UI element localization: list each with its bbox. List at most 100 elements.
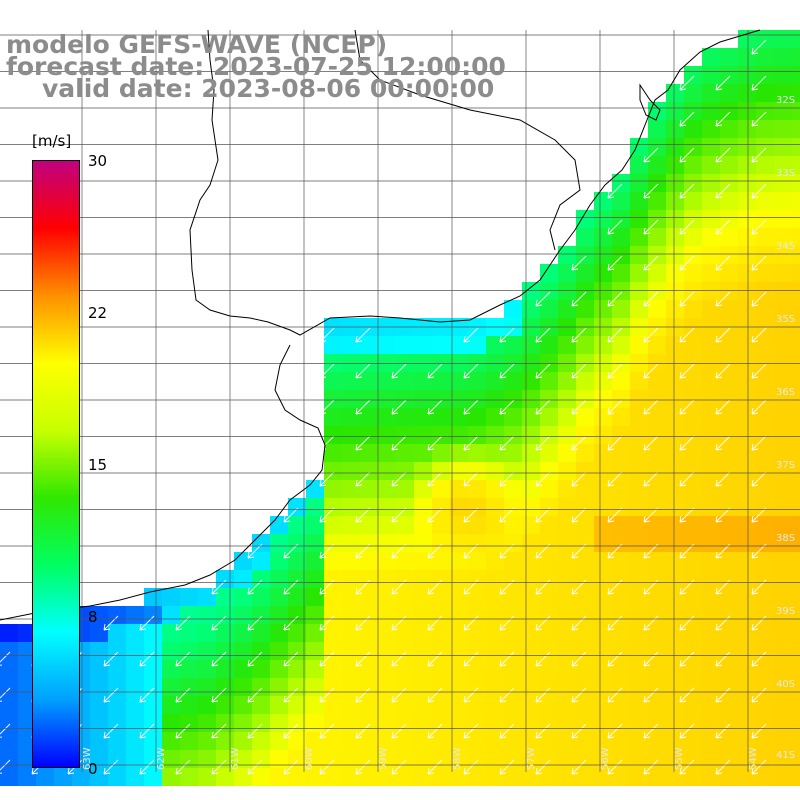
wind-speed-cell bbox=[792, 588, 800, 606]
wind-speed-cell bbox=[216, 750, 234, 768]
wind-speed-cell bbox=[738, 624, 756, 642]
wind-speed-cell bbox=[648, 336, 666, 354]
wind-speed-cell bbox=[720, 48, 738, 66]
wind-arrow bbox=[283, 651, 299, 667]
wind-speed-cell bbox=[540, 408, 558, 426]
wind-arrow bbox=[715, 255, 731, 271]
wind-speed-cell bbox=[738, 228, 756, 246]
wind-speed-cell bbox=[666, 534, 684, 552]
wind-speed-cell bbox=[450, 768, 468, 786]
wind-speed-cell bbox=[468, 462, 486, 480]
wind-arrow bbox=[355, 759, 371, 775]
wind-arrow bbox=[319, 399, 335, 415]
wind-speed-cell bbox=[648, 642, 666, 660]
wind-speed-cell bbox=[0, 624, 18, 642]
wind-speed-cell bbox=[522, 678, 540, 696]
wind-speed-cell bbox=[756, 480, 774, 498]
wind-speed-cell bbox=[738, 606, 756, 624]
wind-speed-cell bbox=[630, 516, 648, 534]
wind-speed-cell bbox=[576, 642, 594, 660]
wind-speed-cell bbox=[666, 588, 684, 606]
wind-speed-cell bbox=[342, 408, 360, 426]
wind-speed-cell bbox=[468, 408, 486, 426]
wind-speed-cell bbox=[738, 642, 756, 660]
wind-speed-cell bbox=[558, 480, 576, 498]
wind-speed-cell bbox=[774, 408, 792, 426]
wind-arrow bbox=[0, 651, 11, 666]
wind-arrow bbox=[535, 435, 551, 451]
wind-speed-cell bbox=[540, 444, 558, 462]
wind-speed-cell bbox=[126, 768, 144, 786]
wind-speed-cell bbox=[774, 534, 792, 552]
wind-speed-cell bbox=[414, 516, 432, 534]
wind-speed-cell bbox=[576, 408, 594, 426]
wind-speed-cell bbox=[126, 696, 144, 714]
wind-arrow bbox=[463, 327, 479, 343]
wind-speed-cell bbox=[738, 102, 756, 120]
wind-speed-cell bbox=[450, 480, 468, 498]
wind-speed-cell bbox=[126, 642, 144, 660]
wind-arrow bbox=[463, 615, 479, 631]
wind-speed-cell bbox=[540, 732, 558, 750]
wind-speed-cell bbox=[486, 714, 504, 732]
wind-speed-cell bbox=[18, 768, 36, 786]
wind-speed-cell bbox=[396, 372, 414, 390]
wind-speed-cell bbox=[342, 462, 360, 480]
wind-speed-cell bbox=[180, 732, 198, 750]
wind-speed-cell bbox=[396, 480, 414, 498]
wind-speed-cell bbox=[486, 678, 504, 696]
wind-speed-cell bbox=[756, 588, 774, 606]
wind-arrow bbox=[643, 327, 659, 343]
wind-speed-cell bbox=[720, 264, 738, 282]
wind-speed-cell bbox=[756, 678, 774, 696]
wind-arrow bbox=[715, 615, 731, 631]
wind-speed-cell bbox=[702, 516, 720, 534]
wind-arrow bbox=[319, 651, 335, 667]
wind-speed-cell bbox=[612, 534, 630, 552]
wind-arrow bbox=[679, 399, 695, 415]
wind-speed-cell bbox=[702, 120, 720, 138]
wind-arrow bbox=[751, 111, 767, 127]
wind-arrow bbox=[607, 255, 623, 271]
wind-speed-cell bbox=[216, 732, 234, 750]
wind-speed-cell bbox=[450, 678, 468, 696]
wind-speed-cell bbox=[540, 660, 558, 678]
wind-speed-cell bbox=[450, 408, 468, 426]
wind-speed-cell bbox=[576, 588, 594, 606]
wind-arrow bbox=[391, 651, 407, 667]
wind-arrow bbox=[751, 723, 767, 739]
wind-speed-cell bbox=[270, 714, 288, 732]
wind-arrow bbox=[319, 471, 335, 487]
wind-speed-cell bbox=[612, 408, 630, 426]
wind-speed-cell bbox=[396, 768, 414, 786]
wind-speed-cell bbox=[486, 354, 504, 372]
wind-speed-cell bbox=[612, 480, 630, 498]
wind-speed-cell bbox=[522, 534, 540, 552]
wind-speed-cell bbox=[774, 282, 792, 300]
wind-speed-cell bbox=[378, 642, 396, 660]
wind-speed-cell bbox=[378, 408, 396, 426]
wind-arrow bbox=[355, 651, 371, 667]
wind-speed-cell bbox=[720, 696, 738, 714]
wind-speed-cell bbox=[720, 408, 738, 426]
wind-speed-cell bbox=[792, 264, 800, 282]
wind-arrow bbox=[751, 39, 767, 55]
wind-speed-cell bbox=[756, 282, 774, 300]
wind-speed-cell bbox=[396, 714, 414, 732]
wind-speed-cell bbox=[702, 192, 720, 210]
wind-speed-cell bbox=[234, 732, 252, 750]
wind-speed-cell bbox=[648, 426, 666, 444]
wind-speed-cell bbox=[540, 588, 558, 606]
wind-speed-cell bbox=[792, 48, 800, 66]
wind-speed-cell bbox=[414, 390, 432, 408]
wind-speed-cell bbox=[666, 552, 684, 570]
wind-speed-cell bbox=[198, 714, 216, 732]
wind-speed-cell bbox=[594, 660, 612, 678]
wind-speed-cell bbox=[576, 714, 594, 732]
wind-speed-cell bbox=[792, 66, 800, 84]
wind-speed-cell bbox=[324, 462, 342, 480]
wind-speed-cell bbox=[666, 570, 684, 588]
lon-label: 59W bbox=[378, 747, 389, 770]
wind-speed-cell bbox=[720, 336, 738, 354]
wind-speed-cell bbox=[540, 300, 558, 318]
